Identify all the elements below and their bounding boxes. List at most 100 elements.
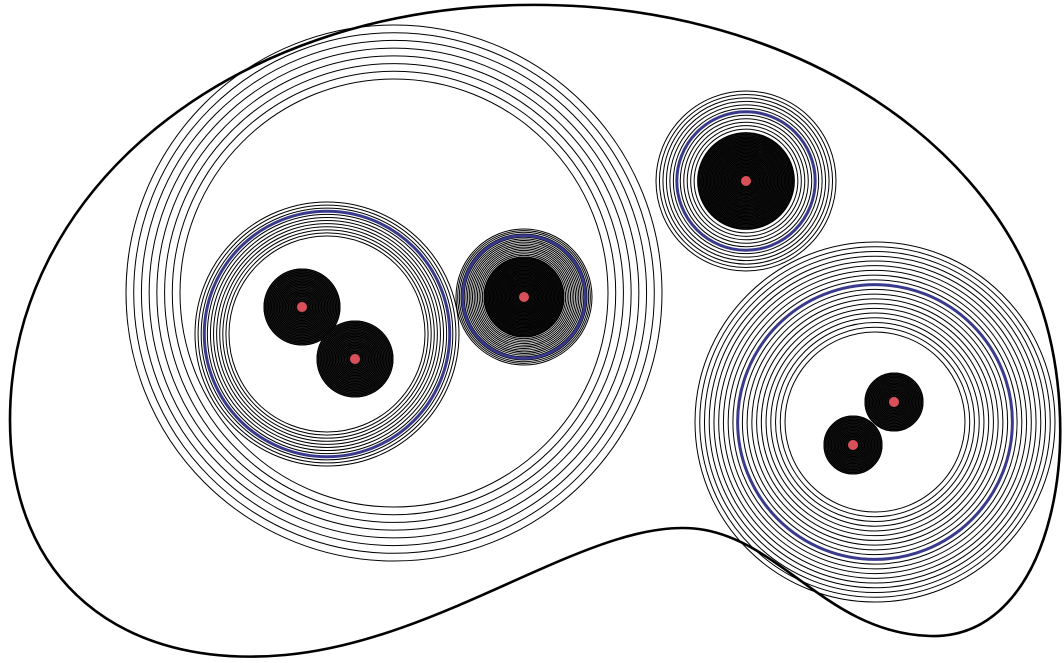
middle-point-ring bbox=[516, 289, 532, 305]
left-point-b-ring bbox=[324, 328, 386, 390]
top-right-point-ring bbox=[702, 137, 790, 225]
left-sub-group-ring bbox=[206, 213, 448, 455]
top-right-point-ring bbox=[723, 158, 769, 204]
top-right-point-ring bbox=[728, 163, 764, 199]
right-point-b-ring bbox=[826, 418, 880, 472]
left-point-a-core-dot bbox=[297, 302, 307, 312]
middle-point-ring bbox=[490, 263, 558, 331]
left-point-b-ring bbox=[321, 325, 389, 393]
middle-small-group-ring bbox=[467, 240, 581, 354]
top-right-group-ring bbox=[683, 118, 809, 244]
top-right-point-ring bbox=[738, 173, 754, 189]
top-right-point-ring bbox=[701, 136, 791, 226]
right-point-b-core-dot bbox=[848, 440, 858, 450]
top-right-point-ring bbox=[722, 157, 770, 205]
middle-small-group-ring bbox=[460, 233, 588, 361]
left-point-a-ring bbox=[274, 279, 330, 335]
top-right-point bbox=[697, 132, 795, 230]
middle-small-group-ring bbox=[471, 244, 577, 350]
left-sub-group-highlight-ring bbox=[202, 209, 452, 459]
left-point-a-ring bbox=[263, 268, 341, 346]
left-sub-group-ring bbox=[216, 223, 438, 445]
right-point-a-ring bbox=[874, 382, 914, 422]
middle-point-ring bbox=[496, 269, 552, 325]
left-point-a-ring bbox=[284, 289, 320, 325]
bottom-right-group bbox=[694, 241, 1056, 603]
right-point-a-ring bbox=[883, 391, 905, 413]
top-right-point-ring bbox=[712, 147, 780, 215]
left-point-b-ring bbox=[346, 350, 364, 368]
left-point-a-ring bbox=[292, 297, 312, 317]
right-point-b-ring bbox=[842, 434, 864, 456]
left-point-b-ring bbox=[334, 338, 376, 380]
large-left-group-ring bbox=[140, 39, 648, 547]
top-right-point-ring bbox=[711, 146, 781, 216]
middle-small-group-ring bbox=[470, 243, 578, 351]
right-point-b-ring bbox=[827, 419, 879, 471]
bottom-right-group-ring bbox=[784, 331, 966, 513]
middle-point-ring bbox=[495, 268, 553, 326]
right-point-a-ring bbox=[871, 379, 917, 425]
top-right-point-ring bbox=[719, 154, 773, 208]
right-point-b-ring bbox=[845, 437, 861, 453]
bottom-right-group-ring bbox=[718, 265, 1032, 579]
right-point-b-ring bbox=[824, 416, 882, 474]
middle-point-ring bbox=[484, 257, 564, 337]
left-point-a-ring bbox=[293, 298, 311, 316]
right-point-a bbox=[864, 372, 924, 432]
top-right-point-ring bbox=[739, 174, 753, 188]
right-point-a-ring bbox=[865, 373, 923, 431]
middle-point bbox=[483, 256, 565, 338]
middle-point-ring bbox=[494, 267, 554, 327]
left-point-a-ring bbox=[264, 269, 340, 345]
top-right-point-ring bbox=[708, 143, 784, 219]
top-right-point-ring bbox=[735, 170, 757, 192]
left-point-a-ring bbox=[271, 276, 333, 338]
middle-point-ring bbox=[498, 271, 550, 323]
middle-point-ring bbox=[492, 265, 556, 329]
right-point-b bbox=[823, 415, 883, 475]
top-right-point-ring bbox=[698, 133, 794, 229]
left-point-b-ring bbox=[322, 326, 388, 392]
middle-point-ring bbox=[491, 264, 557, 330]
left-point-b-ring bbox=[342, 346, 368, 372]
top-right-point-ring bbox=[720, 155, 772, 207]
bottom-right-group-ring bbox=[699, 246, 1051, 598]
right-point-b-ring bbox=[837, 429, 869, 461]
middle-point-ring bbox=[511, 284, 537, 310]
middle-small-group-highlight-ring bbox=[461, 234, 587, 360]
left-point-a-ring bbox=[283, 288, 321, 326]
top-right-point-ring bbox=[718, 153, 774, 209]
top-right-group-ring bbox=[690, 125, 802, 237]
left-sub-group-ring bbox=[194, 201, 460, 467]
top-right-point-ring bbox=[713, 148, 779, 214]
large-left-group-ring bbox=[156, 55, 632, 531]
top-right-group-ring bbox=[679, 114, 813, 248]
left-sub-group-ring bbox=[219, 226, 435, 442]
middle-small-group-ring bbox=[468, 241, 580, 353]
middle-point-ring bbox=[512, 285, 536, 309]
left-point-a-ring bbox=[280, 285, 324, 329]
middle-small-group-ring bbox=[475, 248, 573, 346]
right-point-a-ring bbox=[876, 384, 912, 420]
top-right-group-ring bbox=[693, 128, 799, 234]
left-point-b-ring bbox=[345, 349, 365, 369]
left-point-a-ring bbox=[286, 291, 318, 323]
left-point-b-ring bbox=[336, 340, 374, 378]
middle-point-ring bbox=[506, 279, 542, 315]
middle-point-ring bbox=[487, 260, 561, 334]
top-right-group-highlight-ring bbox=[675, 110, 817, 252]
bottom-right-group-ring bbox=[775, 322, 975, 522]
right-point-b-ring bbox=[846, 438, 860, 452]
top-right-point-ring bbox=[734, 169, 758, 193]
left-sub-group-ring bbox=[222, 229, 432, 439]
top-right-group-ring bbox=[686, 121, 806, 241]
right-point-a-ring bbox=[868, 376, 920, 428]
large-left-group-ring bbox=[125, 24, 663, 562]
middle-point-ring bbox=[499, 272, 549, 322]
right-point-b-ring bbox=[840, 432, 866, 458]
top-right-point-ring bbox=[705, 140, 787, 222]
bottom-right-group-ring bbox=[760, 307, 990, 537]
top-right-point-ring bbox=[716, 151, 776, 211]
